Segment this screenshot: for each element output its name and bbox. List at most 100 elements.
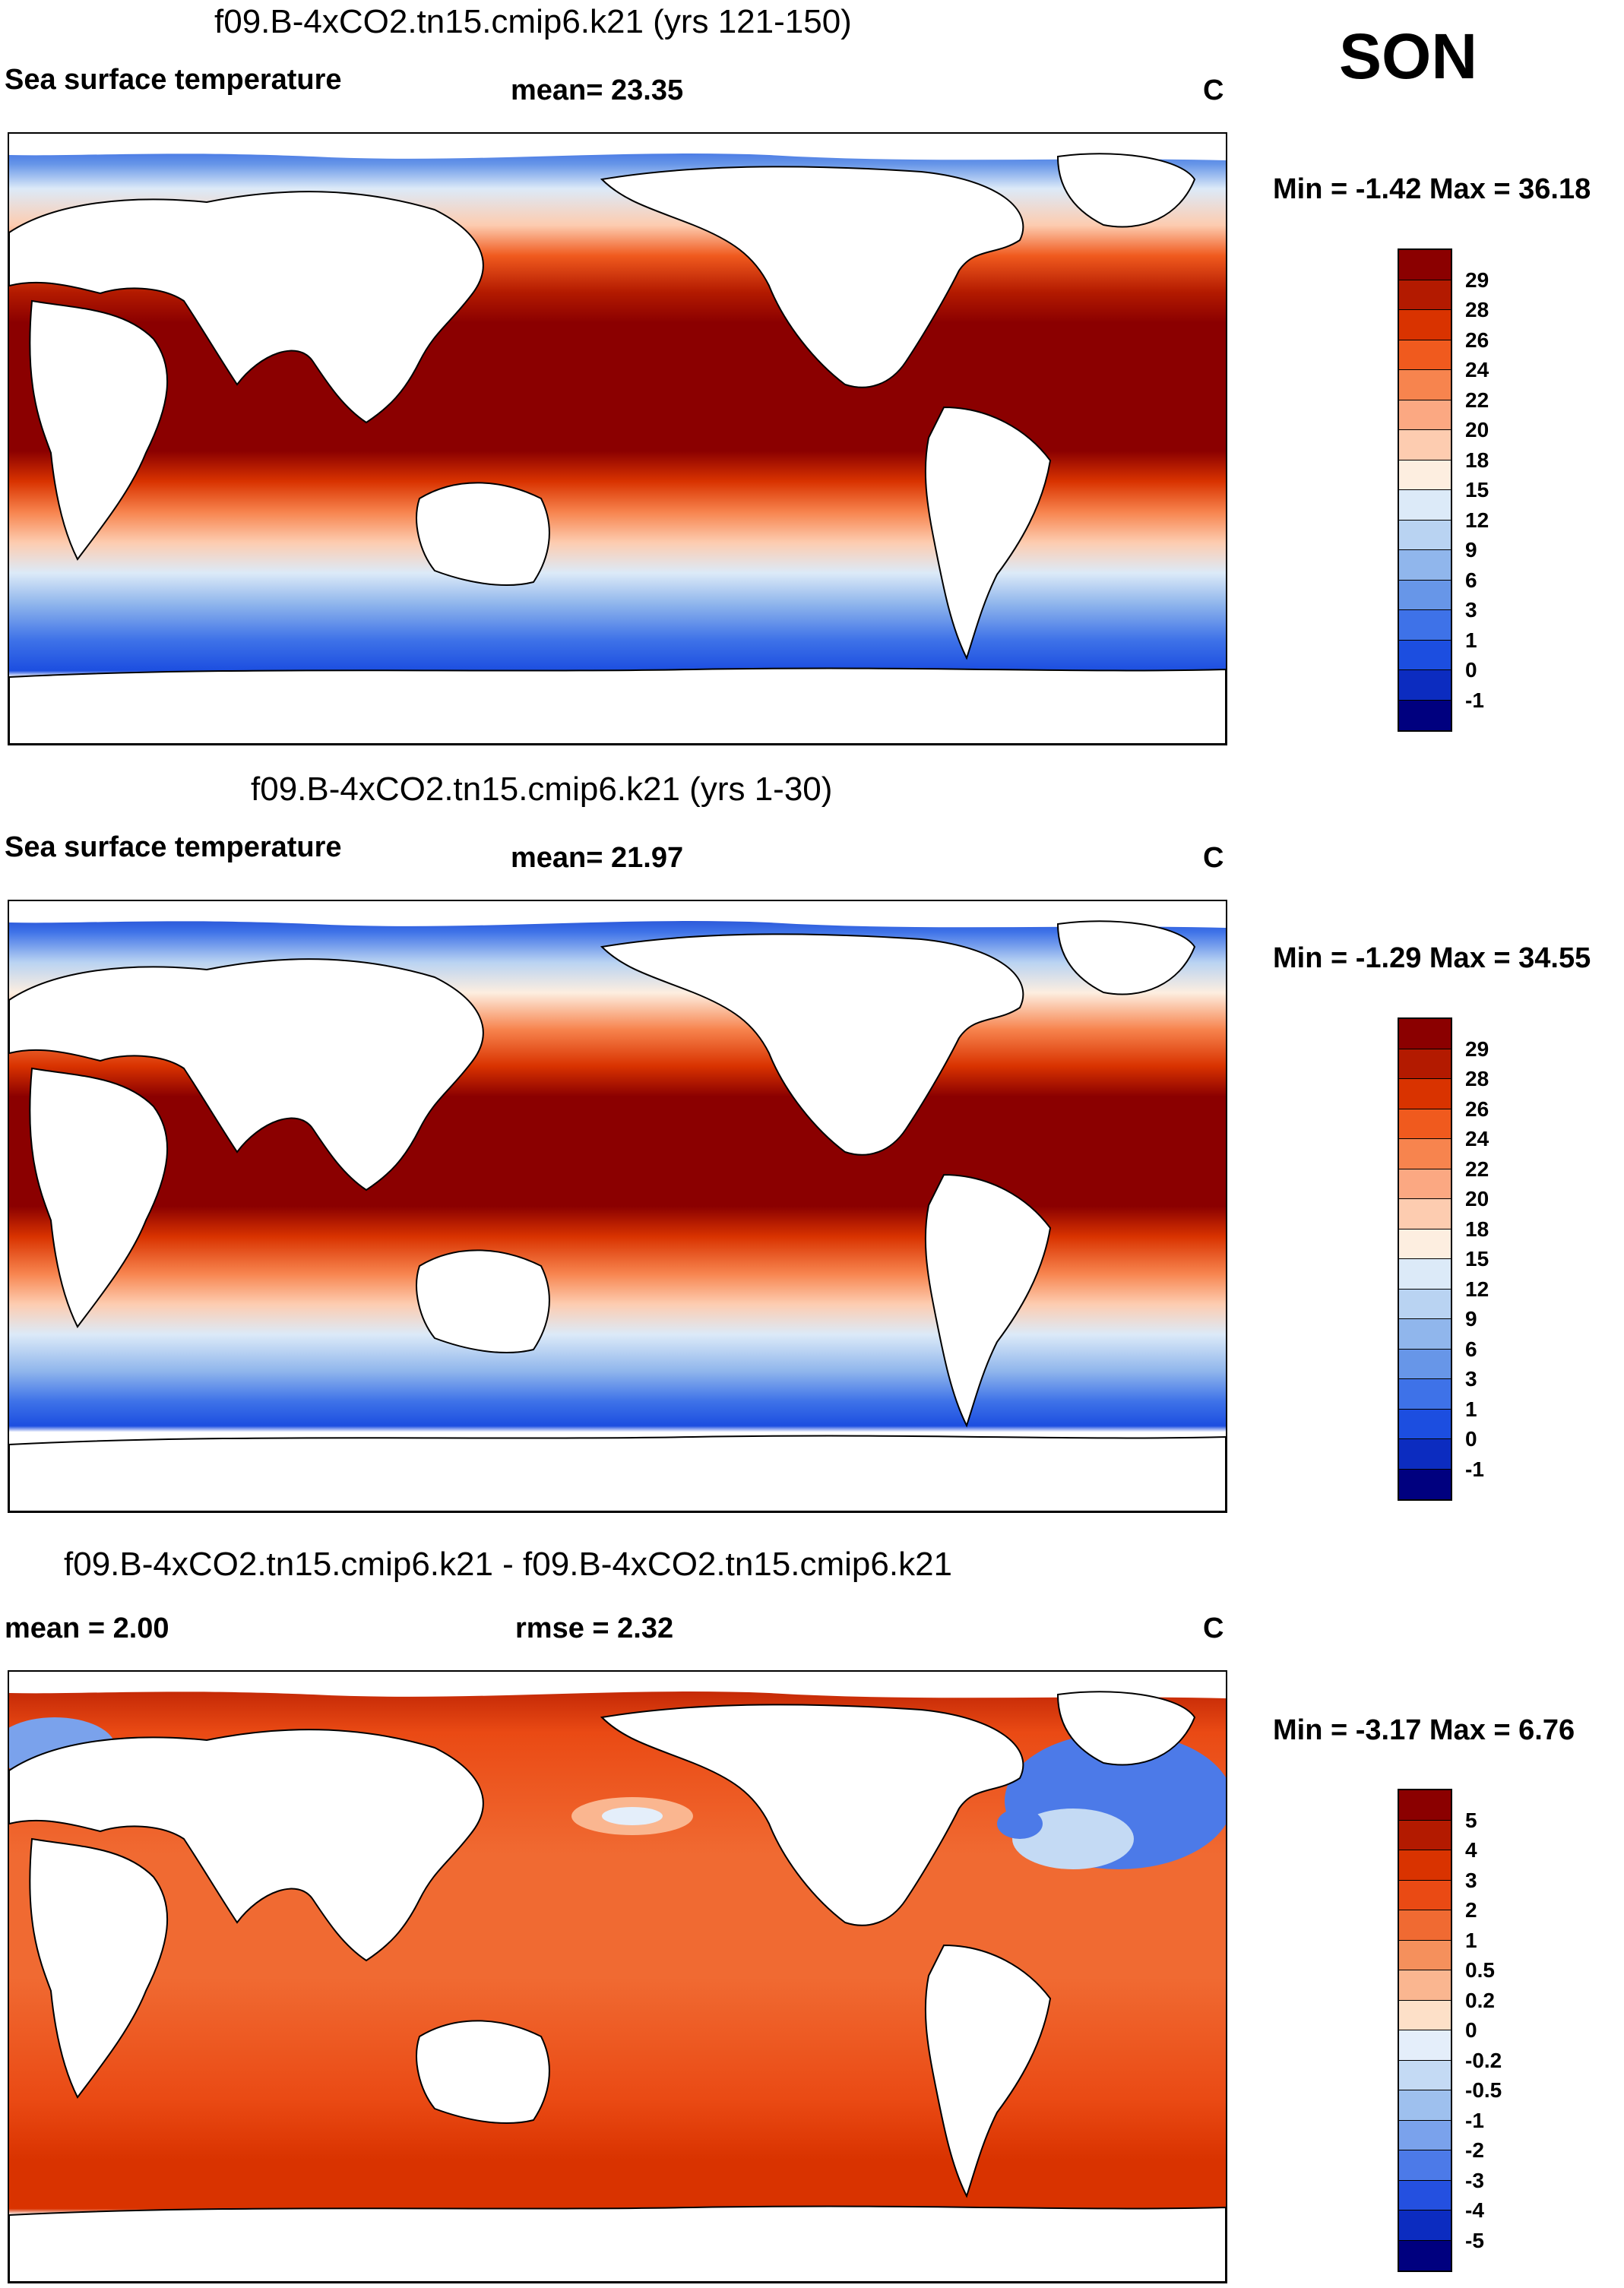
colorbar-label: 9: [1465, 538, 1477, 562]
colorbar-swatch: [1399, 1850, 1451, 1881]
colorbar-label: 22: [1465, 1157, 1489, 1181]
colorbar-label: 28: [1465, 298, 1489, 321]
colorbar-swatch: [1399, 2180, 1451, 2210]
colorbar-label: 12: [1465, 1277, 1489, 1301]
colorbar-label: 18: [1465, 1217, 1489, 1241]
colorbar-swatch: [1399, 1940, 1451, 1970]
colorbar-label: -0.2: [1465, 2048, 1502, 2072]
panel3-rmse: rmse = 2.32: [515, 1612, 674, 1644]
colorbar-label: -2: [1465, 2138, 1484, 2162]
colorbar-label: 6: [1465, 568, 1477, 592]
colorbar-swatch: [1399, 310, 1451, 340]
colorbar-label: 0: [1465, 658, 1477, 682]
panel2-title: f09.B-4xCO2.tn15.cmip6.k21 (yrs 1-30): [251, 771, 833, 808]
colorbar-swatch: [1399, 250, 1451, 280]
panel2-minmax: Min = -1.29 Max = 34.55: [1273, 942, 1591, 974]
panel1-map-svg: [9, 134, 1226, 744]
panel2-units: C: [1203, 842, 1224, 874]
colorbar-swatch: [1399, 2000, 1451, 2030]
colorbar-swatch: [1399, 1109, 1451, 1139]
colorbar-label: 20: [1465, 418, 1489, 441]
colorbar-swatch: [1399, 1139, 1451, 1169]
colorbar-swatch: [1399, 1259, 1451, 1290]
colorbar-swatch: [1399, 2210, 1451, 2241]
panel3-mean: mean = 2.00: [5, 1612, 169, 1644]
colorbar-swatch: [1399, 1049, 1451, 1079]
colorbar-label: -1: [1465, 688, 1484, 712]
colorbar-label: 29: [1465, 1036, 1489, 1061]
colorbar-label: 6: [1465, 1337, 1477, 1361]
panel3-title: f09.B-4xCO2.tn15.cmip6.k21 - f09.B-4xCO2…: [64, 1546, 953, 1583]
colorbar-label: 1: [1465, 1397, 1477, 1421]
colorbar-swatch: [1399, 700, 1451, 730]
colorbar-swatch: [1399, 460, 1451, 490]
colorbar-label: 0.2: [1465, 1988, 1495, 2012]
colorbar-swatch: [1399, 1790, 1451, 1821]
colorbar-swatch: [1399, 1169, 1451, 1199]
colorbar-swatch: [1399, 2090, 1451, 2121]
panel2-mean: mean= 21.97: [511, 842, 684, 874]
panel1-minmax: Min = -1.42 Max = 36.18: [1273, 173, 1591, 205]
colorbar-swatch: [1399, 1469, 1451, 1499]
colorbar-label: 26: [1465, 328, 1489, 352]
colorbar-swatch: [1399, 640, 1451, 670]
colorbar-swatch: [1399, 2240, 1451, 2271]
colorbar-label: 1: [1465, 1928, 1477, 1952]
panel1-colorbar: [1398, 248, 1452, 732]
colorbar-swatch: [1399, 1019, 1451, 1049]
colorbar-swatch: [1399, 1880, 1451, 1910]
colorbar-label: 2: [1465, 1898, 1477, 1922]
colorbar-label: 28: [1465, 1067, 1489, 1090]
colorbar-label: -1: [1465, 1457, 1484, 1481]
colorbar-swatch: [1399, 1409, 1451, 1439]
colorbar-label: 3: [1465, 1367, 1477, 1391]
colorbar-swatch: [1399, 550, 1451, 581]
colorbar-label: 0: [1465, 1427, 1477, 1451]
colorbar-swatch: [1399, 670, 1451, 701]
colorbar-swatch: [1399, 1289, 1451, 1319]
colorbar-swatch: [1399, 1379, 1451, 1410]
panel3-map-svg: [9, 1672, 1226, 2282]
colorbar-label: -3: [1465, 2168, 1484, 2192]
colorbar-label: 1: [1465, 628, 1477, 652]
panel2-colorbar: [1398, 1017, 1452, 1501]
colorbar-label: 5: [1465, 1808, 1477, 1832]
colorbar-label: 18: [1465, 448, 1489, 472]
colorbar-label: -0.5: [1465, 2078, 1502, 2102]
panel2-variable: Sea surface temperature: [5, 831, 342, 863]
colorbar-swatch: [1399, 610, 1451, 641]
colorbar-swatch: [1399, 2120, 1451, 2150]
colorbar-swatch: [1399, 1349, 1451, 1379]
panel2-map: [8, 900, 1227, 1513]
colorbar-swatch: [1399, 1229, 1451, 1259]
panel1-units: C: [1203, 74, 1224, 106]
panel1-mean: mean= 23.35: [511, 74, 684, 106]
colorbar-swatch: [1399, 1970, 1451, 2001]
colorbar-label: 26: [1465, 1097, 1489, 1121]
colorbar-label: 24: [1465, 1127, 1489, 1150]
colorbar-swatch: [1399, 1079, 1451, 1109]
colorbar-swatch: [1399, 490, 1451, 521]
colorbar-label: -4: [1465, 2198, 1484, 2222]
colorbar-swatch: [1399, 580, 1451, 610]
colorbar-label: 3: [1465, 1868, 1477, 1892]
panel3-map: [8, 1670, 1227, 2283]
colorbar-swatch: [1399, 280, 1451, 310]
colorbar-label: 20: [1465, 1187, 1489, 1210]
colorbar-swatch: [1399, 340, 1451, 370]
panel1-title: f09.B-4xCO2.tn15.cmip6.k21 (yrs 121-150): [214, 3, 852, 40]
colorbar-swatch: [1399, 520, 1451, 550]
panel3-units: C: [1203, 1612, 1224, 1644]
colorbar-label: 22: [1465, 388, 1489, 412]
colorbar-label: 24: [1465, 358, 1489, 381]
colorbar-label: 15: [1465, 478, 1489, 502]
colorbar-label: -5: [1465, 2228, 1484, 2252]
colorbar-swatch: [1399, 1439, 1451, 1470]
colorbar-label: 0: [1465, 2018, 1477, 2042]
colorbar-swatch: [1399, 2060, 1451, 2090]
panel1-variable: Sea surface temperature: [5, 64, 342, 96]
colorbar-swatch: [1399, 1910, 1451, 1941]
panel2-map-svg: [9, 901, 1226, 1511]
panel1-map: [8, 132, 1227, 745]
colorbar-swatch: [1399, 1199, 1451, 1229]
